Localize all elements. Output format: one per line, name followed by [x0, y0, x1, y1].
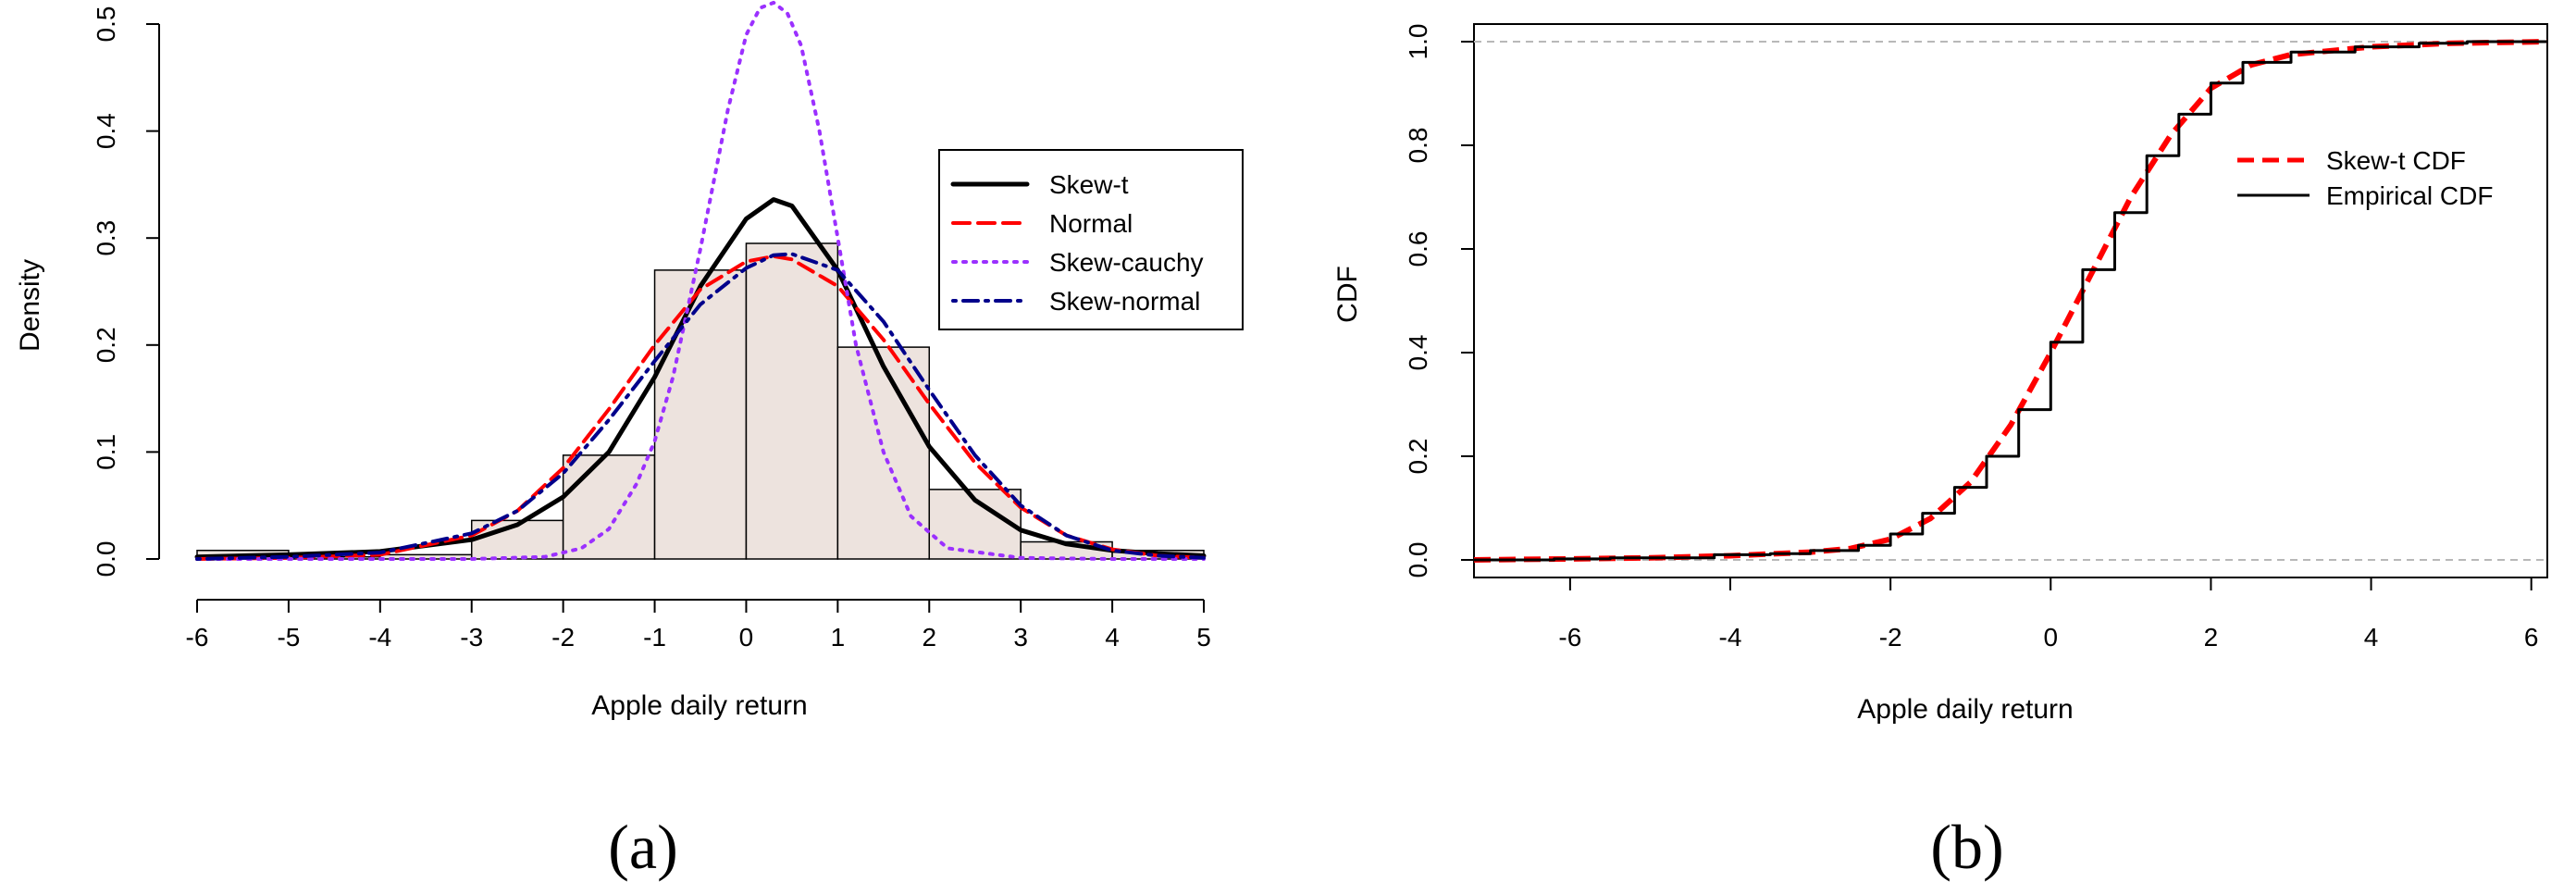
x-tick-label: 3	[1013, 623, 1028, 652]
x-tick-label: -5	[277, 623, 300, 652]
legend-label-skew-normal: Skew-normal	[1049, 287, 1200, 316]
x-tick-label: 4	[2364, 623, 2379, 652]
y-axis-label: CDF	[1332, 266, 1363, 323]
y-axis-label: Density	[15, 259, 45, 352]
panel-label-a: (a)	[608, 812, 677, 882]
x-tick-label: 4	[1105, 623, 1120, 652]
x-tick-label: -2	[551, 623, 575, 652]
x-tick-label: -2	[1879, 623, 1902, 652]
histogram-bar	[653, 269, 748, 560]
y-tick-label: 0.5	[92, 6, 120, 43]
cdf-series	[1473, 39, 2548, 563]
x-tick-label: -6	[1558, 623, 1581, 652]
y-tick-label: 0.8	[1404, 128, 1432, 164]
x-tick-label: -1	[643, 623, 666, 652]
y-tick-label: 0.2	[1404, 439, 1432, 475]
x-tick-label: 1	[831, 623, 846, 652]
panel-label-b: (b)	[1930, 812, 2003, 882]
y-tick-label: 0.4	[92, 113, 120, 149]
x-tick-label: 2	[2204, 623, 2219, 652]
empirical-cdf-line	[1474, 40, 2547, 562]
legend-box	[938, 149, 1244, 330]
histogram-bar	[562, 454, 656, 560]
histogram-bar	[745, 242, 839, 560]
x-tick-label: -3	[460, 623, 483, 652]
x-axis-label: Apple daily return	[591, 690, 807, 721]
panel-a-density-chart: -6 -5 -4 -3 -2 -1 0 1 2 3 4 5 0.0 0.1 0.2 0.3 0.4 0.5 Ap…	[15, 0, 1244, 882]
x-tick-label: 5	[1196, 623, 1211, 652]
legend-label-skew-cauchy: Skew-cauchy	[1049, 248, 1204, 277]
x-tick-label: 6	[2524, 623, 2539, 652]
y-tick-label: 0.6	[1404, 231, 1432, 267]
legend-label-empirical-cdf: Empirical CDF	[2326, 181, 2493, 210]
legend: Skew-t CDF Empirical CDF	[2237, 146, 2493, 210]
y-tick-label: 0.3	[92, 220, 120, 256]
reference-lines	[1474, 41, 2547, 561]
x-axis: -6 -5 -4 -3 -2 -1 0 1 2 3 4 5	[186, 599, 1211, 652]
legend-label-skew-t: Skew-t	[1049, 170, 1129, 199]
y-tick-label: 0.0	[1404, 542, 1432, 578]
skew-t-curve	[194, 197, 1207, 560]
y-tick-label: 0.4	[1404, 335, 1432, 371]
y-tick-label: 0.0	[92, 541, 120, 577]
legend-label-normal: Normal	[1049, 209, 1133, 238]
skew-normal-curve	[195, 252, 1206, 561]
y-tick-label: 1.0	[1404, 24, 1432, 60]
x-tick-label: -6	[186, 623, 209, 652]
y-axis: 0.0 0.2 0.4 0.6 0.8 1.0	[1404, 24, 1474, 578]
skew-cauchy-curve	[195, 0, 1206, 561]
y-tick-label: 0.1	[92, 434, 120, 470]
x-tick-label: -4	[1719, 623, 1742, 652]
x-axis-label: Apple daily return	[1857, 694, 2073, 725]
histogram-bar	[928, 489, 1022, 560]
plot-frame	[1473, 23, 2548, 578]
skew-t-cdf-line	[1473, 39, 2548, 563]
x-axis: -6 -4 -2 0 2 4 6	[1558, 577, 2538, 652]
x-tick-label: 0	[2043, 623, 2058, 652]
panel-b-cdf-chart: -6 -4 -2 0 2 4 6 0.0 0.2 0.4 0.6 0.8 1.0 Apple dail…	[1332, 23, 2548, 882]
legend-label-skew-t-cdf: Skew-t CDF	[2326, 146, 2466, 175]
y-tick-label: 0.2	[92, 327, 120, 363]
y-axis: 0.0 0.1 0.2 0.3 0.4 0.5	[92, 6, 160, 577]
density-curves	[194, 0, 1207, 561]
x-tick-label: 2	[922, 623, 936, 652]
x-tick-label: 0	[739, 623, 754, 652]
legend: Skew-t Normal Skew-cauchy Skew-normal	[938, 149, 1244, 330]
x-tick-label: -4	[368, 623, 391, 652]
